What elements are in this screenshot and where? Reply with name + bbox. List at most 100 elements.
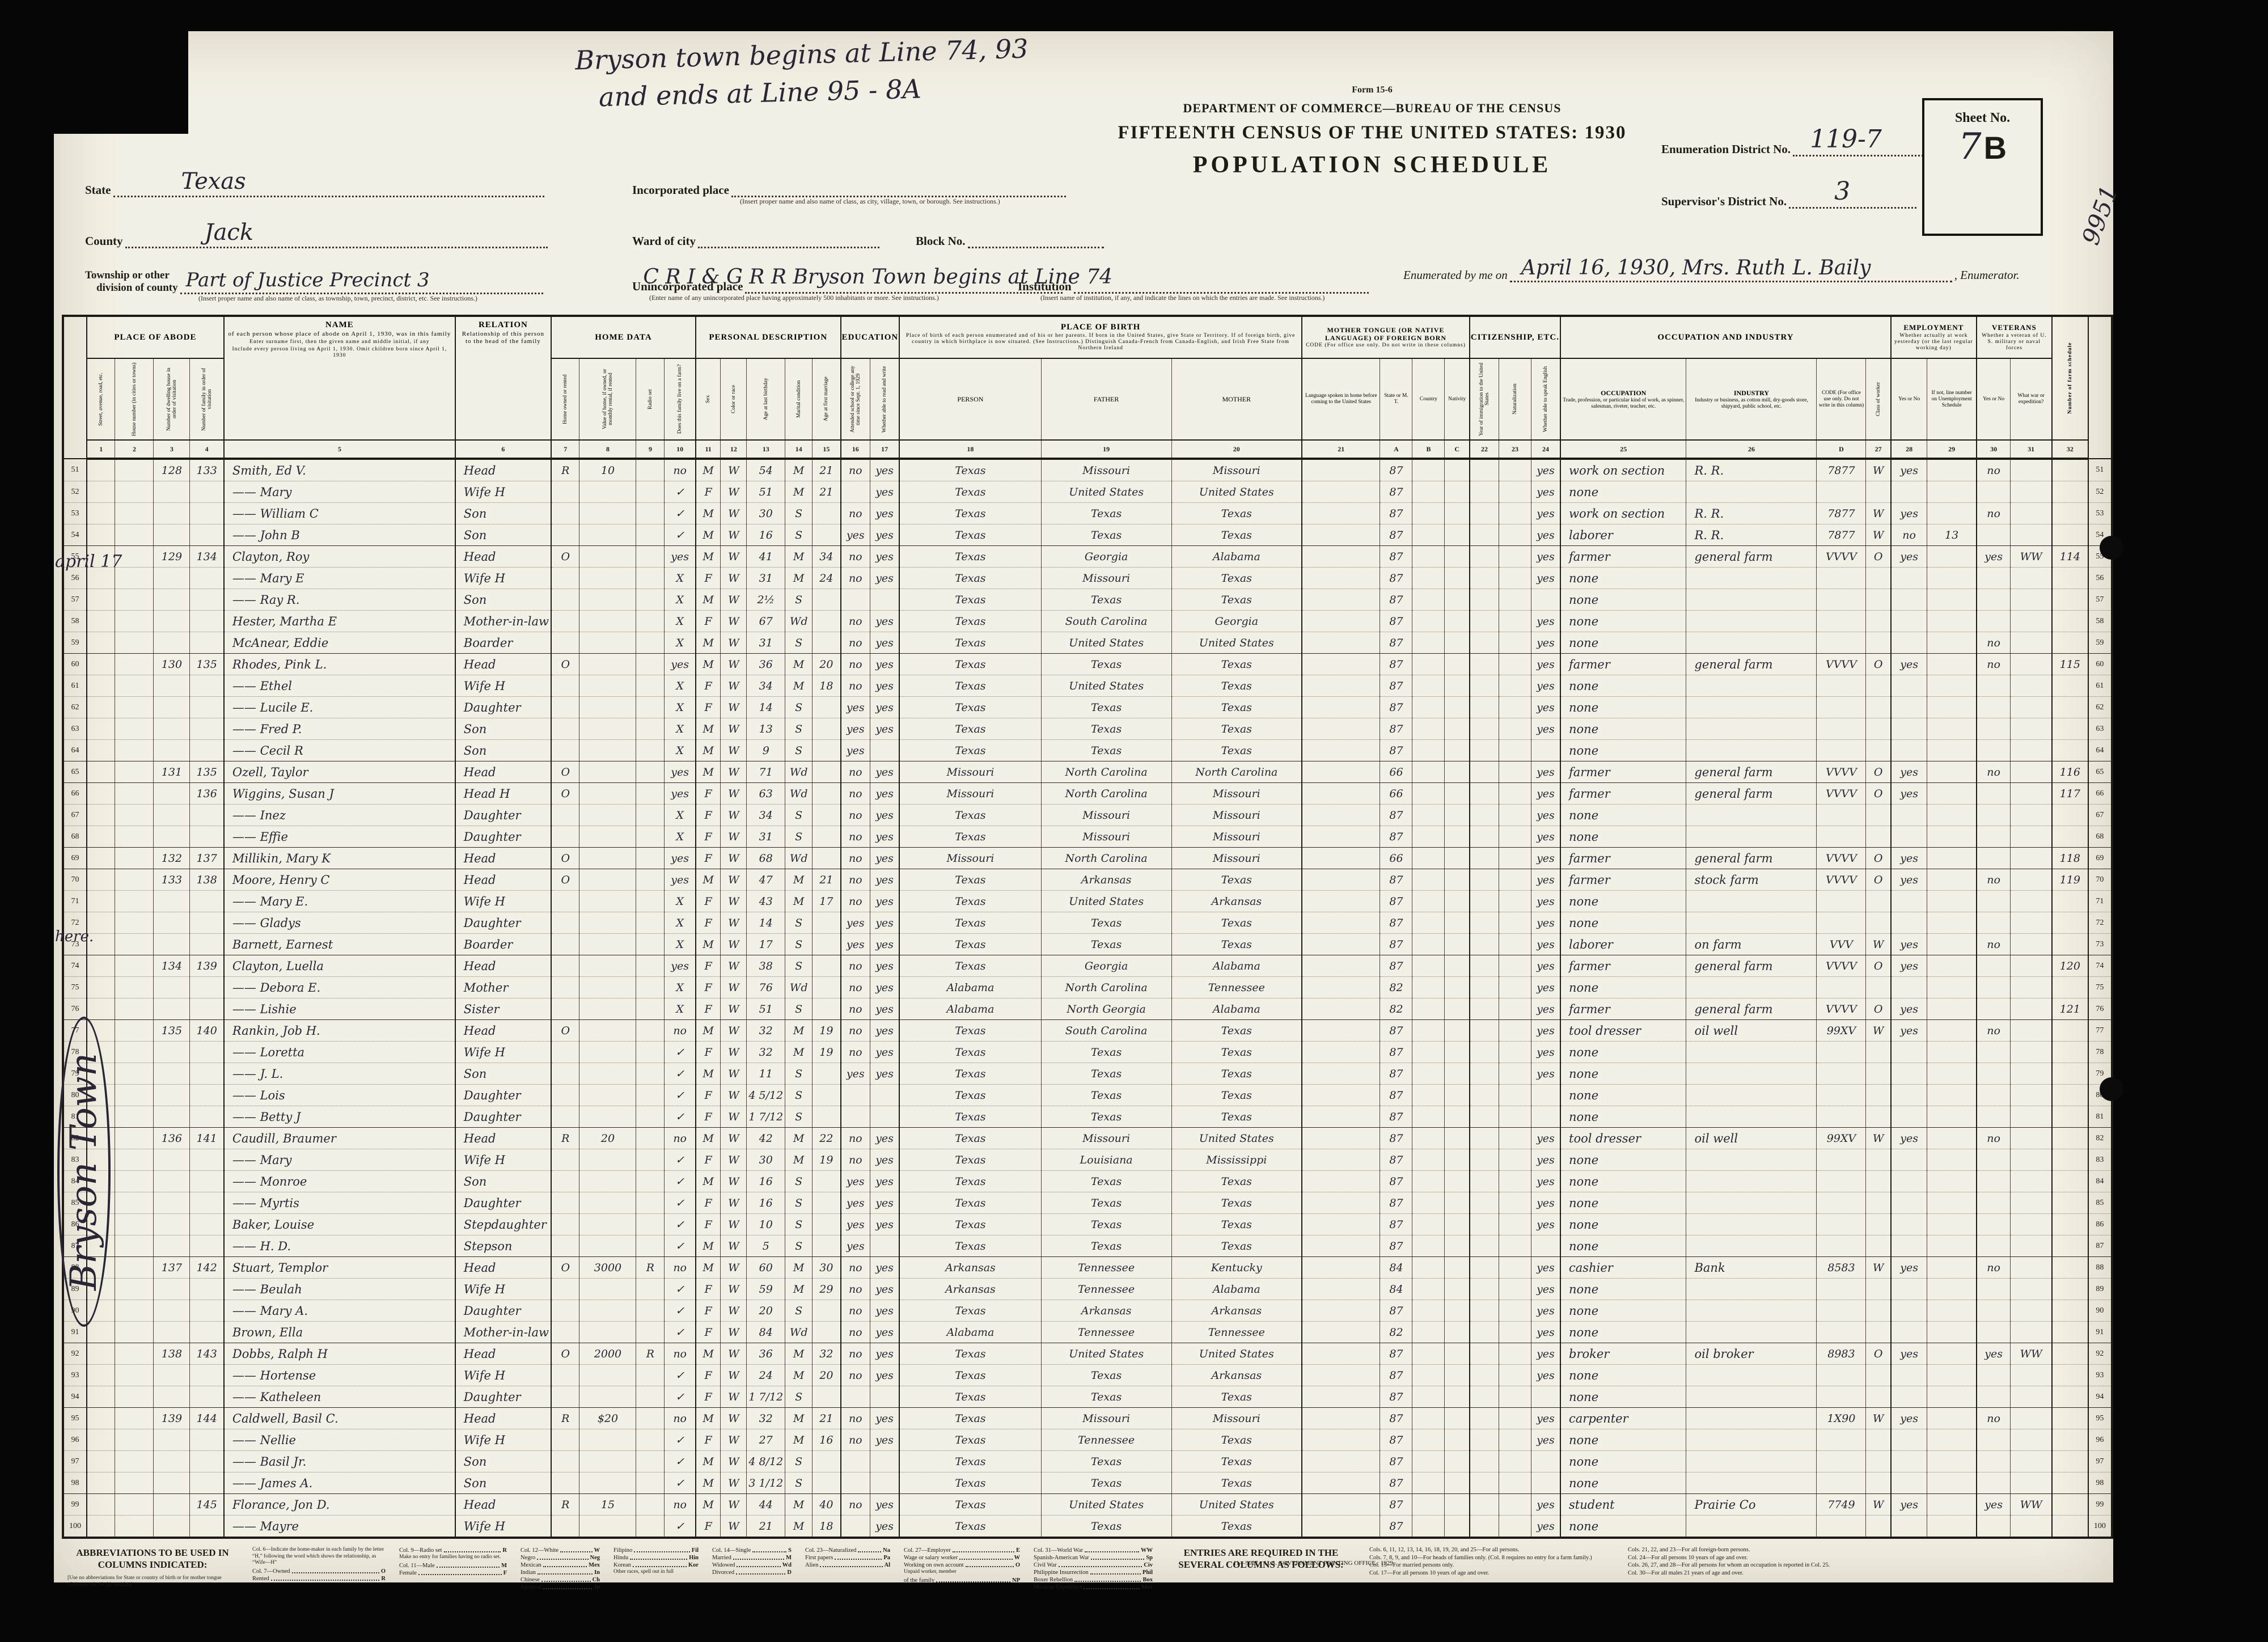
cell-code_a: 87 (1380, 459, 1412, 481)
cell-radio_set (636, 632, 665, 654)
cell-line: 86 (62, 1213, 87, 1235)
cell-relation: Head (454, 653, 552, 675)
cell-birthplace_father: Tennessee (1040, 1278, 1172, 1300)
cell-marital: S (785, 804, 813, 826)
cell-occupation: work on section (1560, 459, 1686, 481)
col-house-number: House number (in cities or towns) (115, 358, 154, 441)
township-value: Part of Justice Precinct 3 (185, 269, 430, 291)
cell-code_a: 87 (1380, 1450, 1412, 1472)
cell-birthplace_father: South Carolina (1040, 1019, 1172, 1042)
cell-color_race: W (720, 481, 747, 503)
cell-age_first_marriage (812, 1450, 841, 1472)
cell-veteran (1975, 567, 2011, 589)
cell-line: 81 (62, 1106, 87, 1128)
cell-speaks_english: yes (1530, 1429, 1561, 1451)
cell-code_c (1444, 718, 1470, 740)
cell-birthplace_mother: Arkansas (1171, 890, 1302, 912)
cell-war (2010, 1213, 2052, 1235)
cell-worked_yesterday (1890, 1084, 1927, 1106)
cell-veteran (1975, 610, 2011, 632)
cell-code_c (1444, 998, 1470, 1020)
cell-home_value (579, 1192, 636, 1214)
cell-code_c (1444, 1364, 1470, 1386)
cell-year_immigration (1469, 1429, 1499, 1451)
cell-marital: M (785, 1407, 813, 1429)
cell-birthplace_father: North Carolina (1040, 761, 1172, 783)
col-race: Color or race (720, 358, 747, 441)
cell-birthplace_mother: Missouri (1171, 782, 1302, 805)
cell-house_number (115, 826, 154, 848)
cell-class_of_worker (1865, 1063, 1891, 1085)
cell-birthplace: Texas (899, 1127, 1042, 1149)
cell-line: 76 (2087, 998, 2112, 1020)
cell-radio_set (636, 1300, 665, 1322)
cell-marital: M (785, 567, 813, 589)
cell-code_b (1412, 632, 1445, 654)
cell-industry: R. R. (1686, 524, 1817, 546)
cell-class_of_worker (1865, 696, 1891, 718)
cell-birthplace_mother: United States (1171, 481, 1302, 503)
cell-home_value (579, 1041, 636, 1063)
cell-age_first_marriage (812, 502, 841, 524)
cell-war (2010, 675, 2052, 697)
cell-code_c (1444, 610, 1470, 632)
cell-veteran (1975, 890, 2011, 912)
cell-marital: M (785, 1278, 813, 1300)
cell-birthplace: Missouri (899, 782, 1042, 805)
cell-speaks_english (1530, 1235, 1561, 1257)
col-number: 20 (1171, 440, 1302, 460)
entries-title-block: ENTRIES ARE REQUIRED IN THE SEVERAL COLU… (1167, 1547, 1355, 1571)
cell-occupation: none (1560, 1149, 1686, 1171)
group-education: EDUCATION (840, 316, 900, 359)
cell-code_d (1816, 1515, 1866, 1538)
cell-speaks_english: yes (1530, 912, 1561, 934)
cell-color_race: W (720, 761, 747, 783)
cell-marital: Wd (785, 782, 813, 805)
cell-industry (1686, 1192, 1817, 1214)
cell-class_of_worker (1865, 589, 1891, 611)
incorporated-field: Incorporated place (Insert proper name a… (632, 183, 1066, 206)
cell-age_first_marriage: 34 (812, 545, 841, 568)
cell-name: —— Beulah (223, 1278, 455, 1300)
col-number: 3 (153, 440, 190, 460)
cell-code_b (1412, 696, 1445, 718)
col-veteran: Yes or No (1975, 358, 2011, 441)
cell-street (86, 912, 115, 934)
cell-radio_set (636, 804, 665, 826)
cell-language (1301, 976, 1380, 998)
cell-veteran: no (1975, 1256, 2011, 1279)
cell-worked_yesterday: yes (1890, 782, 1927, 805)
cell-relation: Daughter (454, 1084, 552, 1106)
cell-code_d (1816, 1063, 1866, 1085)
cell-family_number: 136 (189, 782, 224, 805)
cell-color_race: W (720, 1407, 747, 1429)
cell-age_first_marriage (812, 847, 841, 869)
cell-code_a: 87 (1380, 567, 1412, 589)
cell-marital: S (785, 1213, 813, 1235)
cell-street (86, 1149, 115, 1171)
cell-code_d (1816, 976, 1866, 998)
cell-relation: Head (454, 1407, 552, 1429)
cell-worked_yesterday (1890, 632, 1927, 654)
cell-read_write: yes (869, 610, 900, 632)
cell-code_d (1816, 1386, 1866, 1408)
cell-birthplace_mother: United States (1171, 1493, 1302, 1516)
cell-age_first_marriage: 19 (812, 1019, 841, 1042)
cell-code_c (1444, 632, 1470, 654)
cell-family_number (189, 696, 224, 718)
cell-language (1301, 1429, 1380, 1451)
cell-read_write: yes (869, 826, 900, 848)
cell-home_owned_rented (551, 955, 579, 977)
cell-relation: Boarder (454, 933, 552, 955)
cell-language (1301, 1450, 1380, 1472)
cell-worked_yesterday (1890, 675, 1927, 697)
cell-sex: F (695, 1429, 721, 1451)
cell-class_of_worker: O (1865, 545, 1891, 568)
cell-birthplace_mother: Texas (1171, 1192, 1302, 1214)
cell-sex: F (695, 1515, 721, 1538)
col-number: 22 (1469, 440, 1499, 460)
line-number-header-right (2087, 316, 2112, 459)
cell-birthplace: Texas (899, 567, 1042, 589)
cell-naturalization (1499, 1429, 1531, 1451)
cell-attended_school: no (840, 847, 870, 869)
